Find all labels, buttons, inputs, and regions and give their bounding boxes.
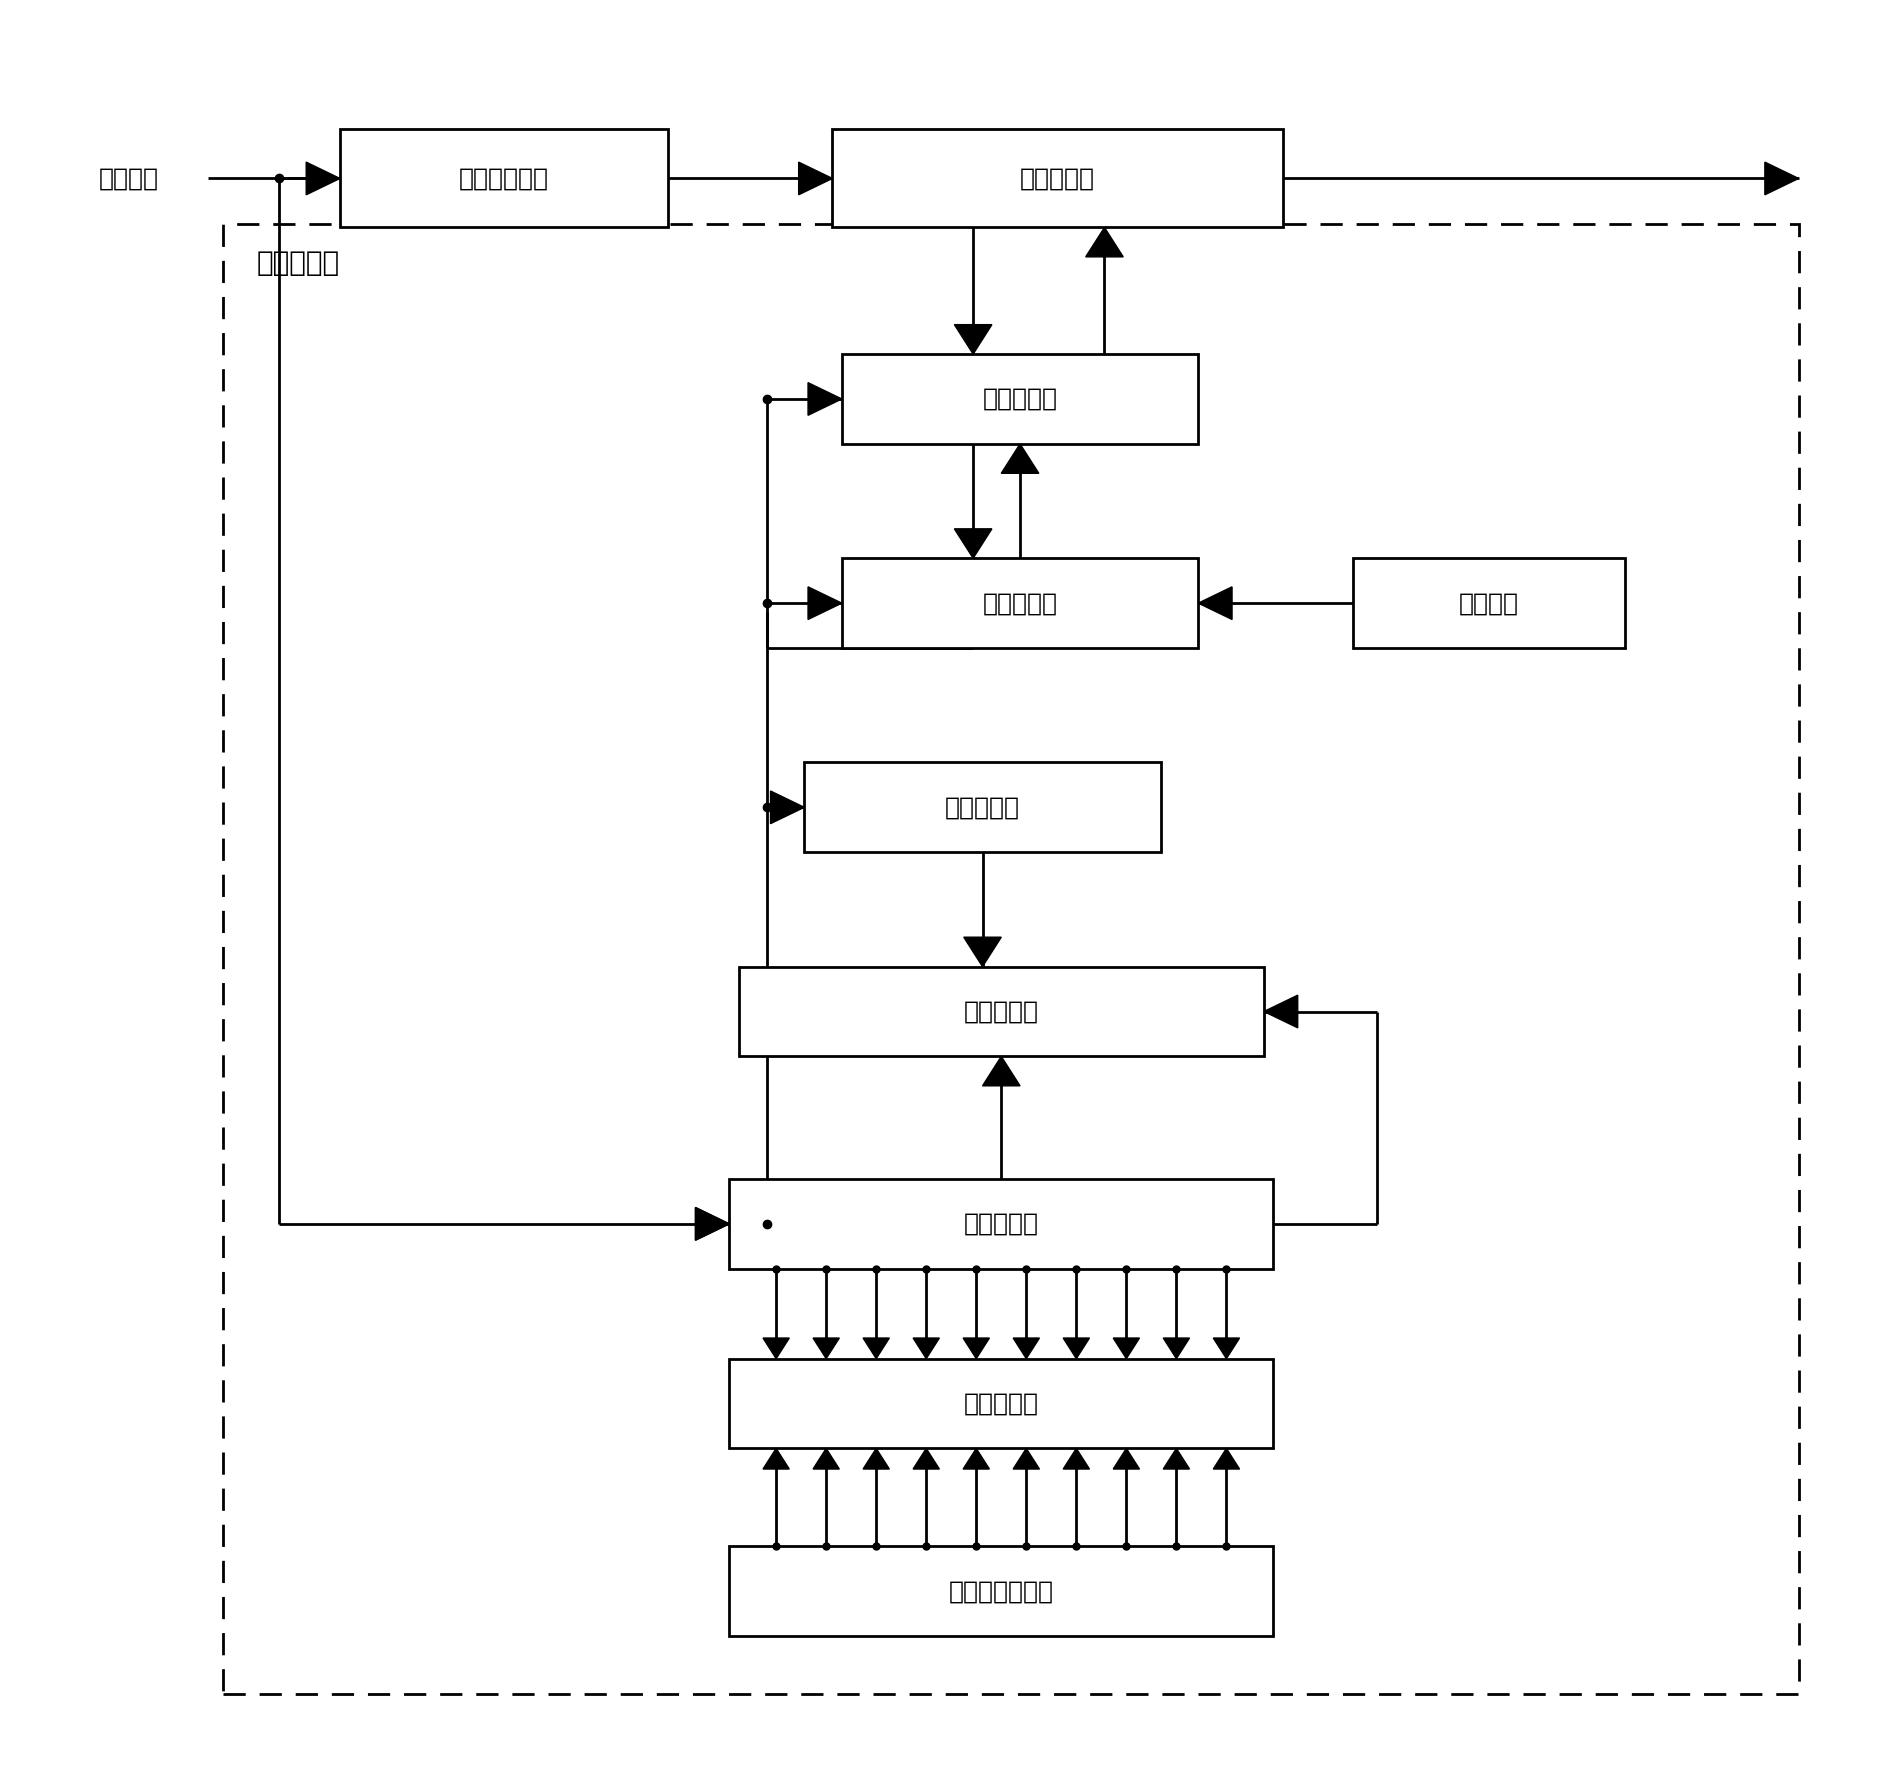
Polygon shape — [1162, 1449, 1188, 1469]
Text: 峰值检波器: 峰值检波器 — [944, 795, 1020, 820]
Polygon shape — [963, 1339, 988, 1358]
Polygon shape — [982, 1056, 1020, 1086]
Polygon shape — [963, 1449, 988, 1469]
Text: 主控单片机: 主控单片机 — [1020, 167, 1094, 190]
Polygon shape — [1064, 1339, 1088, 1358]
Text: 高频处理芯片: 高频处理芯片 — [459, 167, 550, 190]
Polygon shape — [1013, 1339, 1039, 1358]
Polygon shape — [954, 528, 992, 558]
Polygon shape — [763, 1339, 790, 1358]
Text: 延时锁存器: 延时锁存器 — [982, 388, 1058, 411]
FancyBboxPatch shape — [729, 1547, 1273, 1636]
FancyBboxPatch shape — [729, 1179, 1273, 1269]
Text: 移位时钟: 移位时钟 — [1458, 590, 1519, 615]
Polygon shape — [1013, 1449, 1039, 1469]
FancyBboxPatch shape — [831, 130, 1283, 228]
Polygon shape — [808, 587, 841, 619]
Polygon shape — [912, 1339, 939, 1358]
FancyBboxPatch shape — [739, 967, 1264, 1056]
FancyBboxPatch shape — [729, 1358, 1273, 1449]
FancyBboxPatch shape — [340, 130, 669, 228]
Polygon shape — [963, 937, 1001, 967]
Text: 相干接收器: 相干接收器 — [257, 249, 340, 277]
Polygon shape — [1198, 587, 1232, 619]
Polygon shape — [1264, 996, 1298, 1028]
FancyBboxPatch shape — [805, 763, 1160, 852]
FancyBboxPatch shape — [841, 558, 1198, 647]
Polygon shape — [771, 791, 805, 823]
Polygon shape — [695, 1207, 729, 1241]
Polygon shape — [1113, 1339, 1139, 1358]
Polygon shape — [863, 1449, 890, 1469]
Polygon shape — [1162, 1339, 1188, 1358]
FancyBboxPatch shape — [841, 354, 1198, 444]
Text: 移位寄存器: 移位寄存器 — [963, 1213, 1039, 1236]
Polygon shape — [1064, 1449, 1088, 1469]
Polygon shape — [863, 1339, 890, 1358]
Polygon shape — [1084, 228, 1122, 256]
Polygon shape — [1213, 1449, 1239, 1469]
Polygon shape — [1001, 444, 1039, 473]
Polygon shape — [306, 162, 340, 196]
Polygon shape — [912, 1449, 939, 1469]
Polygon shape — [812, 1339, 839, 1358]
Text: 硬件加法器: 硬件加法器 — [963, 999, 1039, 1024]
Polygon shape — [812, 1449, 839, 1469]
Text: 检测波形寄存器: 检测波形寄存器 — [948, 1579, 1054, 1604]
Text: 延时计数器: 延时计数器 — [982, 590, 1058, 615]
Polygon shape — [1213, 1339, 1239, 1358]
Polygon shape — [763, 1449, 790, 1469]
Polygon shape — [1113, 1449, 1139, 1469]
Polygon shape — [1764, 162, 1798, 196]
Polygon shape — [799, 162, 831, 196]
Polygon shape — [954, 325, 992, 354]
Polygon shape — [695, 1207, 729, 1241]
Polygon shape — [808, 382, 841, 416]
FancyBboxPatch shape — [1353, 558, 1625, 647]
Text: 同或运算器: 同或运算器 — [963, 1392, 1039, 1415]
Text: 回波信号: 回波信号 — [98, 167, 159, 190]
